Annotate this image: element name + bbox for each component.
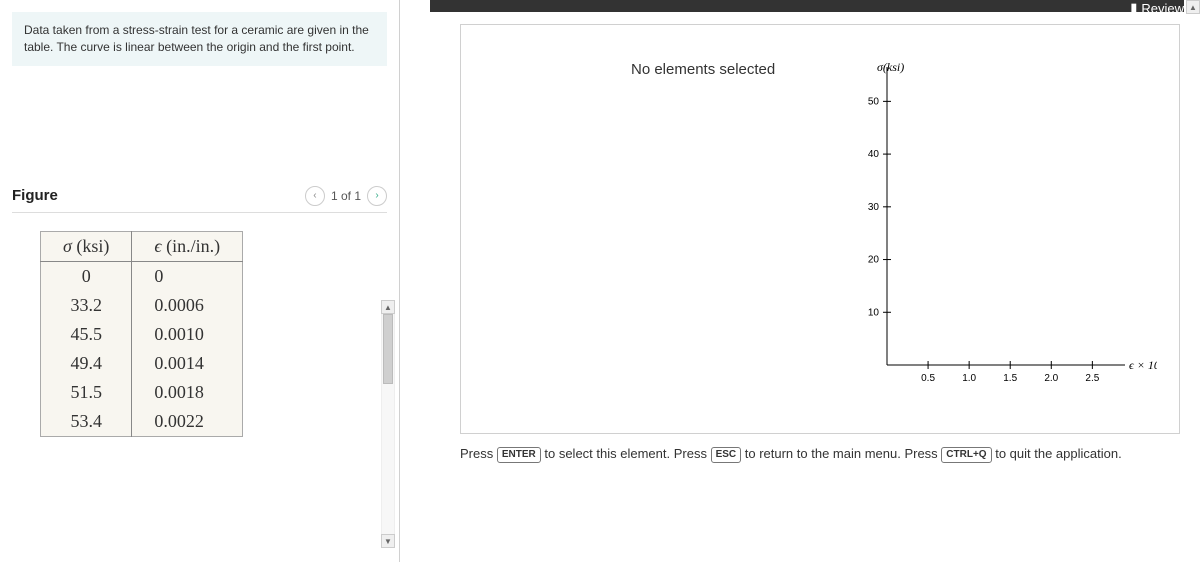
pager-prev-button[interactable]: ‹ (305, 186, 325, 206)
review-link[interactable]: ▮ Review (1130, 0, 1184, 16)
svg-text:1.5: 1.5 (1003, 373, 1017, 384)
cell-epsilon: 0.0006 (132, 291, 243, 320)
table-header-epsilon: ϵ (in./in.) (132, 231, 243, 261)
cell-sigma: 53.4 (41, 407, 132, 437)
scroll-down-icon[interactable]: ▼ (381, 534, 395, 548)
hint-text: Press (460, 446, 497, 461)
chart: 10 20 30 40 50 0.5 1.0 1.5 2.0 2.5 σ(ksi) ϵ × 10⁻³(… (797, 45, 1157, 415)
cell-epsilon: 0.0010 (132, 320, 243, 349)
scroll-track[interactable] (381, 314, 395, 534)
svg-text:40: 40 (868, 149, 880, 160)
right-pane: ▮ Review No elements selected 10 20 30 40 50… (400, 0, 1200, 562)
left-pane: Data taken from a stress-strain test for… (0, 0, 400, 562)
cell-epsilon: 0 (132, 261, 243, 291)
table-row: 00 (41, 261, 243, 291)
hint-text: to return to the main menu. Press (745, 446, 942, 461)
table-header-sigma: σ (ksi) (41, 231, 132, 261)
info-box: Data taken from a stress-strain test for… (12, 12, 387, 66)
key-esc: ESC (711, 447, 742, 463)
cell-sigma: 45.5 (41, 320, 132, 349)
no-elements-text: No elements selected (631, 61, 775, 78)
scroll-up-icon[interactable]: ▲ (381, 300, 395, 314)
figure-header: Figure ‹ 1 of 1 › (12, 186, 387, 213)
table-row: 33.20.0006 (41, 291, 243, 320)
cell-sigma: 49.4 (41, 349, 132, 378)
figure-scrollbar[interactable]: ▲ ▼ (381, 300, 395, 550)
canvas-area: No elements selected 10 20 30 40 50 0.5 1.0 1.5… (460, 24, 1180, 434)
table-row: 51.50.0018 (41, 378, 243, 407)
svg-text:2.0: 2.0 (1044, 373, 1058, 384)
pager-label: 1 of 1 (331, 189, 361, 203)
table-header-row: σ (ksi) ϵ (in./in.) (41, 231, 243, 261)
svg-text:30: 30 (868, 202, 880, 213)
pager-next-button[interactable]: › (367, 186, 387, 206)
key-quit: CTRL+Q (941, 447, 991, 463)
figure-body: σ (ksi) ϵ (in./in.) 0033.20.000645.50.00… (40, 231, 369, 437)
cell-epsilon: 0.0022 (132, 407, 243, 437)
review-label: Review (1141, 1, 1184, 16)
key-enter: ENTER (497, 447, 541, 463)
cell-sigma: 0 (41, 261, 132, 291)
page-scroll-up-icon[interactable]: ▲ (1186, 0, 1200, 14)
table-row: 49.40.0014 (41, 349, 243, 378)
svg-text:20: 20 (868, 255, 880, 266)
svg-text:ϵ × 10⁻³(in./in.): ϵ × 10⁻³(in./in.) (1129, 358, 1157, 372)
data-table: σ (ksi) ϵ (in./in.) 0033.20.000645.50.00… (40, 231, 243, 437)
cell-sigma: 51.5 (41, 378, 132, 407)
hint-line: Press ENTER to select this element. Pres… (460, 446, 1180, 463)
svg-text:0.5: 0.5 (921, 373, 935, 384)
table-row: 45.50.0010 (41, 320, 243, 349)
cell-epsilon: 0.0018 (132, 378, 243, 407)
svg-text:2.5: 2.5 (1085, 373, 1099, 384)
scroll-thumb[interactable] (383, 314, 393, 384)
svg-text:1.0: 1.0 (962, 373, 976, 384)
figure-pager: ‹ 1 of 1 › (305, 186, 387, 206)
top-bar (430, 0, 1184, 12)
table-row: 53.40.0022 (41, 407, 243, 437)
svg-text:10: 10 (868, 307, 880, 318)
flag-icon: ▮ (1130, 0, 1137, 16)
hint-text: to quit the application. (995, 446, 1121, 461)
svg-text:50: 50 (868, 96, 880, 107)
cell-epsilon: 0.0014 (132, 349, 243, 378)
svg-text:σ(ksi): σ(ksi) (877, 60, 904, 74)
hint-text: to select this element. Press (544, 446, 710, 461)
cell-sigma: 33.2 (41, 291, 132, 320)
figure-title: Figure (12, 187, 58, 204)
